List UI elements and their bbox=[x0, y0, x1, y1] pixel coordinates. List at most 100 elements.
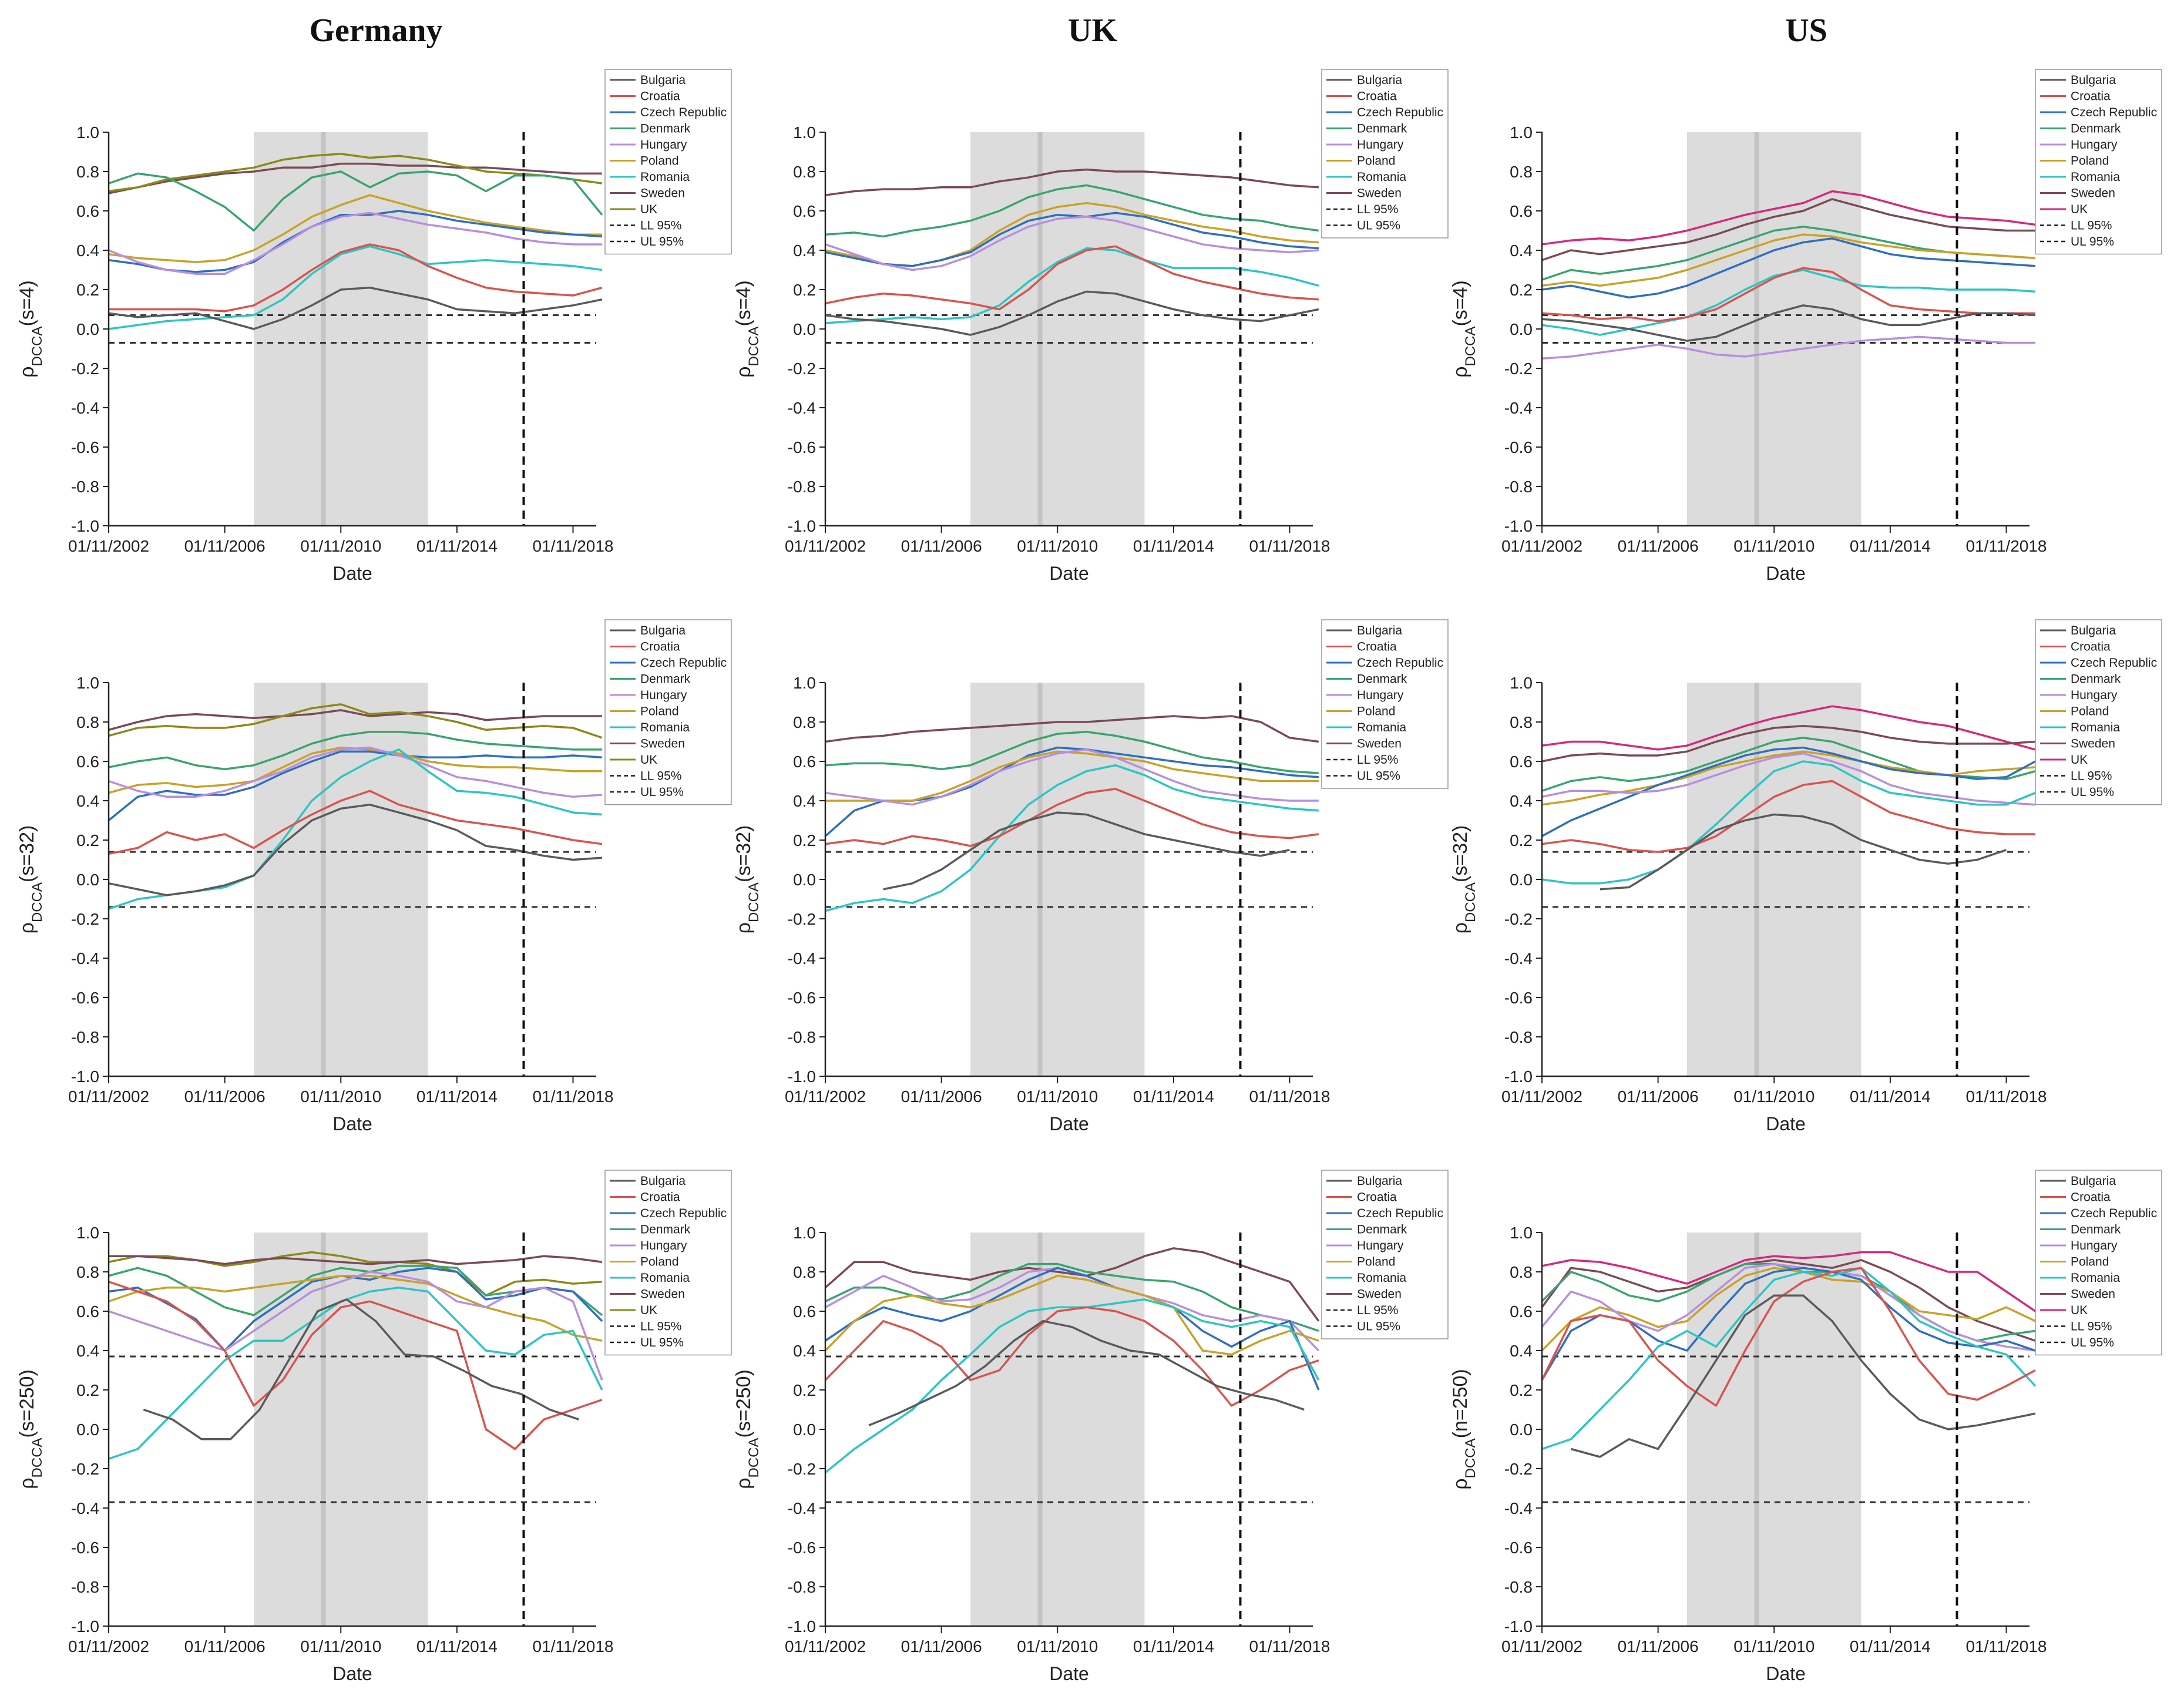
series-line-poland bbox=[108, 194, 602, 263]
series-line-hungary bbox=[108, 1271, 603, 1381]
x-axis-label: Date bbox=[332, 1113, 372, 1134]
y-tick-label: -0.6 bbox=[1504, 1539, 1533, 1557]
column-title-us: US bbox=[1785, 12, 1827, 49]
y-axis-label: ρDCCA(s=250) bbox=[16, 1369, 45, 1489]
y-tick-label: 0.6 bbox=[793, 753, 816, 771]
x-tick-label: 01/11/2010 bbox=[300, 1087, 381, 1106]
x-axis-label: Date bbox=[1049, 1663, 1089, 1684]
series-line-czech-republic bbox=[825, 1267, 1320, 1391]
y-tick-label: 0.8 bbox=[76, 1263, 99, 1281]
legend-label: UL 95% bbox=[2071, 785, 2114, 799]
legend-label: UL 95% bbox=[2071, 235, 2114, 248]
y-axis-label: ρDCCA(s=32) bbox=[16, 825, 45, 934]
series-line-bulgaria bbox=[108, 286, 603, 330]
series-line-sweden bbox=[108, 162, 602, 194]
series-line-sweden bbox=[108, 709, 602, 731]
legend-label: Poland bbox=[1357, 1255, 1395, 1269]
series-line-romania bbox=[108, 1287, 603, 1460]
series-line-croatia bbox=[1541, 1267, 2036, 1407]
legend-label: Bulgaria bbox=[640, 1174, 686, 1188]
legend-label: UL 95% bbox=[640, 785, 684, 799]
y-tick-label: -0.8 bbox=[788, 478, 816, 496]
legend-label: Hungary bbox=[640, 1239, 687, 1252]
y-tick-label: -0.8 bbox=[1504, 1578, 1533, 1596]
x-tick-label: 01/11/2002 bbox=[1501, 1637, 1582, 1655]
series-line-hungary bbox=[108, 211, 602, 275]
y-tick-label: -0.6 bbox=[788, 989, 816, 1007]
legend-label: UL 95% bbox=[1357, 770, 1400, 783]
x-axis-label: Date bbox=[1766, 1113, 1806, 1134]
series-line-sweden bbox=[1541, 198, 2035, 261]
legend-label: Poland bbox=[2071, 1255, 2109, 1269]
series-line-bulgaria bbox=[143, 1298, 579, 1440]
x-tick-label: 01/11/2002 bbox=[785, 1087, 866, 1106]
legend-label: Poland bbox=[640, 1255, 678, 1269]
legend-label: Bulgaria bbox=[1357, 73, 1402, 87]
series-line-bulgaria bbox=[868, 1320, 1305, 1426]
y-tick-label: 0.2 bbox=[1510, 281, 1533, 299]
legend-label: UL 95% bbox=[1357, 1320, 1400, 1334]
x-tick-label: 01/11/2006 bbox=[184, 537, 266, 555]
y-tick-label: 0.4 bbox=[793, 792, 816, 810]
legend-label: Hungary bbox=[640, 689, 687, 702]
legend-label: UK bbox=[640, 203, 657, 216]
series-line-uk bbox=[108, 153, 603, 193]
y-tick-label: 0.0 bbox=[76, 1420, 99, 1439]
x-tick-label: 01/11/2010 bbox=[1017, 1637, 1098, 1655]
x-tick-label: 01/11/2014 bbox=[1133, 1087, 1214, 1106]
legend-label: Czech Republic bbox=[640, 656, 727, 670]
y-tick-label: 0.8 bbox=[793, 163, 816, 181]
legend-label: Sweden bbox=[2071, 1288, 2115, 1301]
panel-2: 1.0 0.8 0.6 0.4 0.2 0.0 -0.2 -0.4 -0.6 -0.8 -1.0 01… bbox=[1449, 69, 2162, 584]
y-tick-label: -1.0 bbox=[71, 1067, 99, 1086]
x-tick-label: 01/11/2010 bbox=[1733, 1637, 1815, 1655]
series-line-bulgaria bbox=[1600, 813, 2007, 891]
y-tick-label: -0.2 bbox=[71, 1460, 99, 1478]
legend-label: Czech Republic bbox=[640, 106, 727, 119]
x-tick-label: 01/11/2018 bbox=[1249, 1637, 1330, 1655]
legend-label: LL 95% bbox=[2071, 1320, 2112, 1334]
y-tick-label: -0.8 bbox=[1504, 1028, 1533, 1046]
y-axis-label: ρDCCA(s=32) bbox=[1449, 825, 1479, 934]
legend-label: Romania bbox=[640, 170, 690, 184]
y-tick-label: 0.2 bbox=[76, 1381, 99, 1399]
y-tick-label: 0.4 bbox=[76, 1342, 99, 1360]
y-tick-label: -0.2 bbox=[1504, 910, 1533, 928]
legend-box bbox=[2035, 69, 2162, 255]
y-tick-label: 0.2 bbox=[1510, 831, 1533, 849]
x-tick-label: 01/11/2006 bbox=[184, 1087, 266, 1106]
legend-label: Romania bbox=[1357, 1271, 1406, 1285]
y-tick-label: -0.4 bbox=[71, 1499, 99, 1517]
y-tick-label: 0.4 bbox=[76, 792, 99, 810]
panel-3: 1.00.80.60.40.20.0-0.2-0.4-0.6-0.8-1.001… bbox=[16, 619, 732, 1134]
y-tick-label: 0.4 bbox=[793, 241, 816, 260]
legend-box bbox=[2035, 619, 2162, 805]
series-line-uk-us bbox=[1541, 190, 2036, 246]
x-tick-label: 01/11/2018 bbox=[532, 1637, 613, 1655]
x-tick-label: 01/11/2002 bbox=[1501, 1087, 1582, 1106]
legend-label: Hungary bbox=[2071, 689, 2118, 702]
y-tick-label: 1.0 bbox=[1510, 674, 1533, 692]
x-tick-label: 01/11/2018 bbox=[532, 1087, 613, 1106]
y-tick-label: -0.6 bbox=[788, 438, 816, 456]
y-tick-label: -1.0 bbox=[71, 1617, 99, 1636]
legend-label: Czech Republic bbox=[1357, 1207, 1443, 1220]
series-line-croatia bbox=[1541, 267, 2035, 323]
series-line-hungary bbox=[108, 746, 602, 798]
legend-label: Bulgaria bbox=[1357, 624, 1402, 637]
legend-label: LL 95% bbox=[640, 1320, 681, 1334]
y-tick-label: -0.6 bbox=[788, 1539, 816, 1557]
legend-label: Romania bbox=[1357, 721, 1406, 734]
legend-label: UL 95% bbox=[1357, 219, 1400, 233]
y-tick-label: 0.6 bbox=[76, 753, 99, 771]
y-tick-label: 0.4 bbox=[1510, 792, 1533, 810]
column-title-germany: Germany bbox=[309, 12, 442, 49]
legend-label: Romania bbox=[1357, 170, 1406, 184]
legend-label: Bulgaria bbox=[640, 624, 686, 637]
panel-4: 1.00.80.60.40.20.0-0.2-0.4-0.6-0.8-1.001… bbox=[733, 619, 1449, 1134]
legend-label: Denmark bbox=[2071, 122, 2121, 136]
x-tick-label: 01/11/2018 bbox=[1965, 537, 2047, 555]
legend-label: Czech Republic bbox=[1357, 656, 1443, 670]
x-tick-label: 01/11/2018 bbox=[1249, 537, 1330, 555]
